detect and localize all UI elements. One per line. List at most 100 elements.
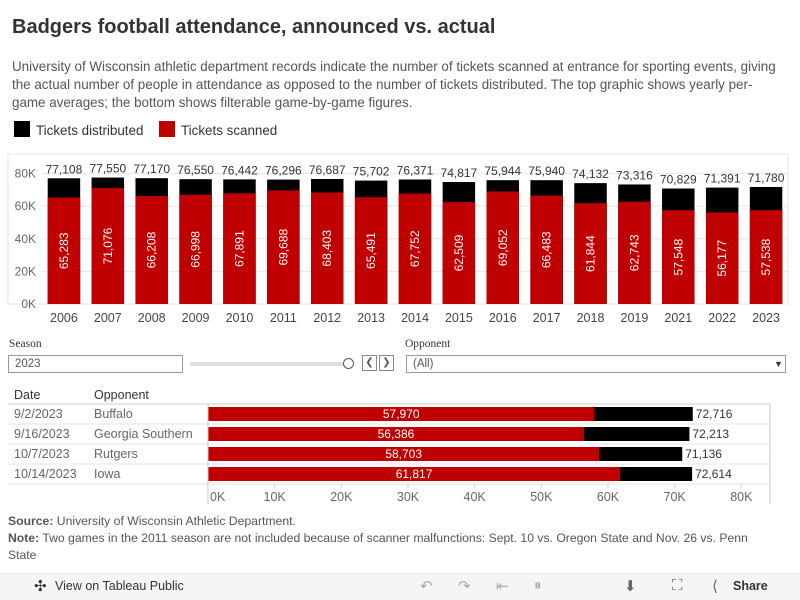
tableau-toolbar: ✣ View on Tableau Public ↶ ↷ ⇤ ⏸ ⬇ ⛶ ⟨ S… (0, 573, 800, 600)
x-tick-label: 50K (530, 490, 553, 504)
x-tick-label: 2009 (182, 311, 210, 325)
note-label: Note: (8, 531, 40, 545)
x-tick-label: 2006 (50, 311, 78, 325)
bar-scanned (208, 427, 584, 441)
distributed-data-label: 77,170 (133, 162, 170, 176)
revert-icon[interactable]: ⇤ (496, 578, 509, 595)
y-tick-label: 0K (21, 297, 36, 311)
undo-icon[interactable]: ↶ (420, 578, 433, 595)
row-opponent: Iowa (94, 467, 120, 481)
scanned-data-label: 62,509 (452, 234, 466, 271)
notes: Source: University of Wisconsin Athletic… (8, 513, 778, 564)
download-icon[interactable]: ⬇ (624, 578, 637, 595)
opponent-label: Opponent (405, 338, 451, 350)
x-tick-label: 2008 (138, 311, 166, 325)
x-tick-label: 2007 (94, 311, 122, 325)
bar-scanned (705, 212, 739, 304)
x-tick-label: 2011 (270, 311, 297, 325)
game-by-game-chart: Date Opponent 9/2/2023 Buffalo 57,970 72,716 9… (8, 388, 771, 504)
distributed-data-label: 70,829 (660, 173, 697, 187)
pause-icon[interactable]: ⏸ (534, 577, 542, 594)
bar-scanned (442, 202, 476, 304)
bar-scanned (310, 192, 344, 304)
x-tick-label: 0K (210, 490, 226, 504)
distributed-data-label: 71,780 (748, 171, 785, 185)
distributed-data-label: 77,550 (89, 162, 126, 176)
row-date: 10/14/2023 (14, 467, 77, 481)
x-tick-label: 2022 (708, 311, 736, 325)
chevron-down-icon[interactable]: ▼ (774, 359, 783, 369)
y-tick-label: 80K (15, 167, 36, 181)
scanned-data-label: 69,688 (276, 229, 290, 266)
scanned-data-label: 56,386 (378, 427, 415, 441)
distributed-data-label: 72,716 (696, 407, 733, 421)
scanned-data-label: 67,891 (232, 230, 246, 267)
bar-scanned (91, 188, 125, 304)
distributed-data-label: 72,614 (695, 467, 732, 481)
x-tick-label: 2010 (226, 311, 254, 325)
bar-scanned (267, 190, 300, 304)
distributed-data-label: 76,296 (265, 164, 302, 178)
tableau-logo-icon: ✣ (34, 578, 47, 595)
scanned-data-label: 62,743 (627, 234, 641, 271)
scanned-data-label: 57,970 (383, 407, 420, 421)
x-tick-label: 2023 (752, 311, 780, 325)
distributed-data-label: 74,817 (441, 166, 478, 180)
header-opponent: Opponent (94, 388, 149, 402)
season-prev-button[interactable]: ❮ (362, 355, 377, 371)
legend-label-scanned: Tickets scanned (181, 123, 278, 138)
distributed-data-label: 74,132 (572, 167, 609, 181)
x-tick-label: 2012 (313, 311, 341, 325)
season-slider-thumb[interactable] (343, 358, 354, 369)
scanned-data-label: 61,844 (584, 235, 598, 272)
scanned-data-label: 57,548 (671, 238, 685, 275)
distributed-data-label: 76,550 (177, 163, 214, 177)
distributed-data-label: 76,442 (221, 163, 258, 177)
scanned-data-label: 65,491 (364, 232, 378, 269)
distributed-data-label: 75,702 (353, 165, 390, 179)
view-on-tableau-link[interactable]: View on Tableau Public (55, 579, 184, 593)
x-tick-label: 2015 (445, 311, 473, 325)
scanned-data-label: 67,752 (408, 230, 422, 267)
source-text: University of Wisconsin Athletic Departm… (53, 514, 296, 528)
bar-scanned (398, 193, 432, 304)
share-icon[interactable]: ⟨ (712, 578, 718, 595)
season-label: Season (9, 338, 42, 350)
distributed-data-label: 71,391 (704, 172, 741, 186)
season-input[interactable]: 2023 (8, 355, 183, 373)
x-tick-label: 2013 (357, 311, 385, 325)
bar-scanned (354, 197, 388, 304)
row-date: 10/7/2023 (14, 447, 70, 461)
opponent-select[interactable]: (All) (406, 355, 786, 373)
y-tick-label: 40K (15, 232, 36, 246)
x-tick-label: 60K (597, 490, 620, 504)
x-tick-label: 30K (397, 490, 420, 504)
header-date: Date (14, 388, 40, 402)
distributed-data-label: 73,316 (616, 168, 653, 182)
x-tick-label: 10K (264, 490, 287, 504)
source-label: Source: (8, 514, 54, 528)
fullscreen-icon[interactable]: ⛶ (672, 577, 683, 594)
x-tick-label: 2017 (533, 311, 561, 325)
scanned-data-label: 69,052 (496, 229, 510, 266)
bar-scanned (208, 467, 621, 481)
bar-scanned (135, 196, 168, 304)
season-next-button[interactable]: ❯ (379, 355, 394, 371)
distributed-data-label: 71,136 (685, 447, 722, 461)
row-opponent: Buffalo (94, 407, 133, 421)
bar-scanned (530, 195, 563, 304)
distributed-data-label: 75,940 (528, 164, 565, 178)
redo-icon[interactable]: ↷ (458, 578, 471, 595)
share-button[interactable]: Share (733, 579, 768, 593)
bar-scanned (47, 197, 81, 304)
x-tick-label: 2021 (664, 311, 692, 325)
y-tick-label: 60K (15, 199, 36, 213)
distributed-data-label: 76,687 (309, 163, 346, 177)
season-slider-track[interactable] (190, 362, 346, 366)
legend-swatch-scanned (159, 121, 175, 137)
distributed-data-label: 72,213 (692, 427, 729, 441)
x-tick-label: 2018 (577, 311, 605, 325)
bar-scanned (223, 193, 256, 304)
scanned-data-label: 56,177 (715, 240, 729, 277)
row-opponent: Georgia Southern (94, 427, 193, 441)
